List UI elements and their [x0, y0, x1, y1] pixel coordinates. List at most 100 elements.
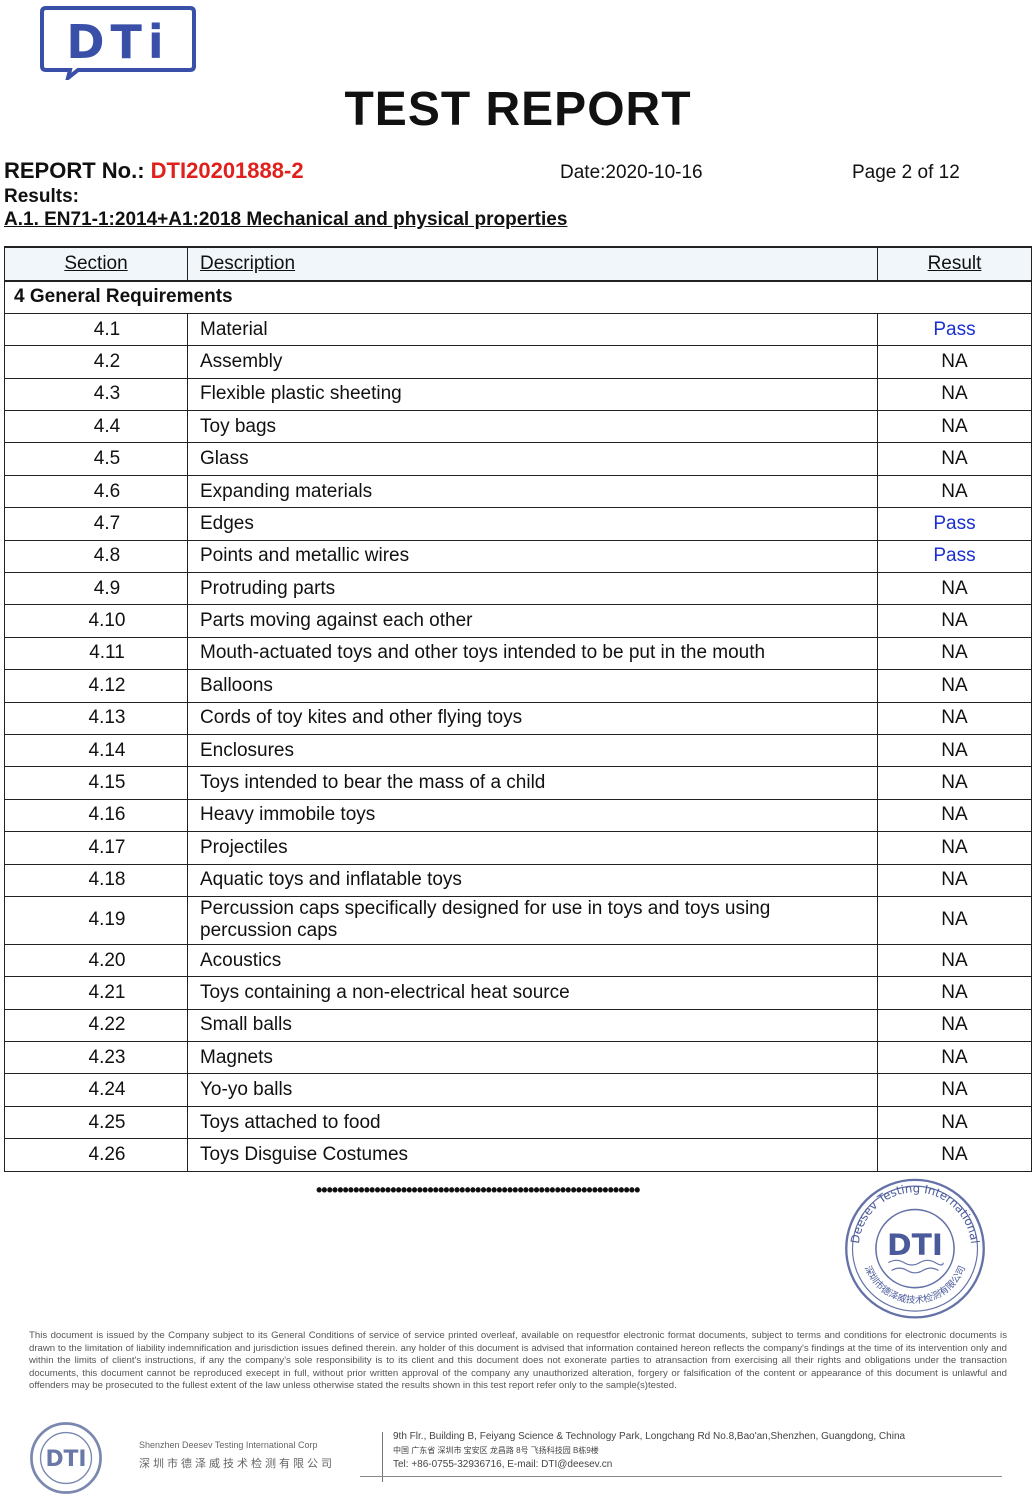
result-cell: NA	[877, 701, 1032, 735]
result-cell: NA	[877, 863, 1032, 897]
description-cell: Edges	[187, 507, 878, 541]
section-cell: 4.13	[4, 701, 188, 735]
table-row: 4.24 Yo-yo balls NA	[4, 1073, 1032, 1107]
svg-text:DTI: DTI	[887, 1227, 943, 1262]
end-marker: ••••••••••••••••••••••••••••••••••••••••…	[316, 1180, 640, 1200]
section-cell: 4.14	[4, 733, 188, 768]
description-cell: Protruding parts	[187, 572, 878, 606]
table-header: Section Description Result	[4, 246, 1032, 282]
result-cell: NA	[877, 377, 1032, 412]
description-cell: Toys attached to food	[187, 1105, 878, 1140]
table-row: 4.26 Toys Disguise Costumes NA	[4, 1138, 1032, 1172]
contact-info: Tel: +86-0755-32936716, E-mail: DTI@dees…	[393, 1459, 613, 1470]
description-cell: Mouth-actuated toys and other toys inten…	[187, 636, 878, 671]
section-cell: 4.2	[4, 345, 188, 379]
table-row: 4.8 Points and metallic wires Pass	[4, 539, 1032, 574]
description-cell: Projectiles	[187, 831, 878, 865]
description-cell: Enclosures	[187, 733, 878, 768]
result-cell: NA	[877, 442, 1032, 476]
footer-rule	[360, 1476, 1002, 1477]
section-cell: 4.16	[4, 798, 188, 833]
section-cell: 4.22	[4, 1008, 188, 1043]
description-cell: Toys containing a non-electrical heat so…	[187, 976, 878, 1010]
result-cell: NA	[877, 1138, 1032, 1172]
description-cell: Acoustics	[187, 943, 878, 978]
table-row: 4.1 Material Pass	[4, 312, 1032, 347]
description-cell: Cords of toy kites and other flying toys	[187, 701, 878, 735]
table-row: 4.12 Balloons NA	[4, 669, 1032, 703]
description-cell: Magnets	[187, 1041, 878, 1075]
result-cell: Pass	[877, 539, 1032, 574]
section-cell: 4.19	[4, 895, 188, 945]
table-row: 4.18 Aquatic toys and inflatable toys NA	[4, 863, 1032, 897]
table-row: 4.13 Cords of toy kites and other flying …	[4, 701, 1032, 735]
description-cell: Aquatic toys and inflatable toys	[187, 863, 878, 897]
table-row: 4.3 Flexible plastic sheeting NA	[4, 377, 1032, 412]
table-row: 4.2 Assembly NA	[4, 345, 1032, 379]
section-cell: 4.21	[4, 976, 188, 1010]
dti-logo: DTi	[40, 6, 196, 80]
result-cell: NA	[877, 669, 1032, 703]
description-cell: Small balls	[187, 1008, 878, 1043]
description-cell: Balloons	[187, 669, 878, 703]
result-cell: NA	[877, 636, 1032, 671]
col-result: Result	[877, 246, 1032, 282]
description-cell: Yo-yo balls	[187, 1073, 878, 1107]
description-cell: Material	[187, 312, 878, 347]
company-stamp: Deesev Testing International 深圳市德泽威技术检测有…	[845, 1178, 985, 1319]
group-label: 4 General Requirements	[4, 280, 1032, 314]
description-cell: Toys Disguise Costumes	[187, 1138, 878, 1172]
result-cell: NA	[877, 474, 1032, 509]
section-cell: 4.24	[4, 1073, 188, 1107]
section-cell: 4.3	[4, 377, 188, 412]
result-cell: NA	[877, 798, 1032, 833]
section-cell: 4.23	[4, 1041, 188, 1075]
footer-divider	[382, 1432, 383, 1482]
section-cell: 4.26	[4, 1138, 188, 1172]
section-cell: 4.25	[4, 1105, 188, 1140]
results-table: Section Description Result 4 General Req…	[4, 246, 1032, 1172]
result-cell: Pass	[877, 312, 1032, 347]
report-number-label: REPORT No.:	[4, 158, 151, 183]
section-cell: 4.5	[4, 442, 188, 476]
report-date: Date:2020-10-16	[560, 162, 703, 183]
section-cell: 4.12	[4, 669, 188, 703]
table-row: 4.23 Magnets NA	[4, 1041, 1032, 1075]
table-row: 4.5 Glass NA	[4, 442, 1032, 476]
section-cell: 4.4	[4, 410, 188, 444]
section-cell: 4.7	[4, 507, 188, 541]
result-cell: NA	[877, 976, 1032, 1010]
svg-text:深圳市德泽威技术检测有限公司: 深圳市德泽威技术检测有限公司	[862, 1264, 968, 1306]
result-cell: NA	[877, 943, 1032, 978]
description-cell: Assembly	[187, 345, 878, 379]
address-en: 9th Flr., Building B, Feiyang Science & …	[393, 1431, 906, 1442]
col-description: Description	[187, 246, 878, 282]
table-row: 4.15 Toys intended to bear the mass of a …	[4, 766, 1032, 800]
section-cell: 4.6	[4, 474, 188, 509]
table-row: 4.25 Toys attached to food NA	[4, 1105, 1032, 1140]
description-cell: Points and metallic wires	[187, 539, 878, 574]
description-cell: Flexible plastic sheeting	[187, 377, 878, 412]
result-cell: NA	[877, 410, 1032, 444]
section-cell: 4.11	[4, 636, 188, 671]
table-row: 4.22 Small balls NA	[4, 1008, 1032, 1043]
page-number: Page 2 of 12	[852, 162, 960, 183]
table-row: 4.10 Parts moving against each other NA	[4, 604, 1032, 638]
table-row: 4.21 Toys containing a non-electrical hea…	[4, 976, 1032, 1010]
company-address: 9th Flr., Building B, Feiyang Science & …	[393, 1430, 905, 1472]
corp-name-en: Shenzhen Deesev Testing International Co…	[139, 1440, 318, 1450]
result-cell: NA	[877, 1041, 1032, 1075]
svg-text:DTi: DTi	[66, 15, 169, 69]
section-cell: 4.20	[4, 943, 188, 978]
address-cn: 中国 广东省 深圳市 宝安区 龙昌路 8号 飞扬科技园 B栋9楼	[393, 1446, 599, 1455]
corp-name-cn: 深圳市德泽威技术检测有限公司	[139, 1458, 335, 1470]
section-subtitle: A.1. EN71-1:2014+A1:2018 Mechanical and …	[4, 209, 568, 230]
result-cell: NA	[877, 572, 1032, 606]
result-cell: NA	[877, 1105, 1032, 1140]
disclaimer-text: This document is issued by the Company s…	[29, 1330, 1007, 1391]
section-cell: 4.8	[4, 539, 188, 574]
table-row: 4.9 Protruding parts NA	[4, 572, 1032, 606]
result-cell: NA	[877, 895, 1032, 945]
table-row: 4.19 Percussion caps specifically designe…	[4, 895, 1032, 945]
description-cell: Percussion caps specifically designed fo…	[187, 895, 878, 945]
